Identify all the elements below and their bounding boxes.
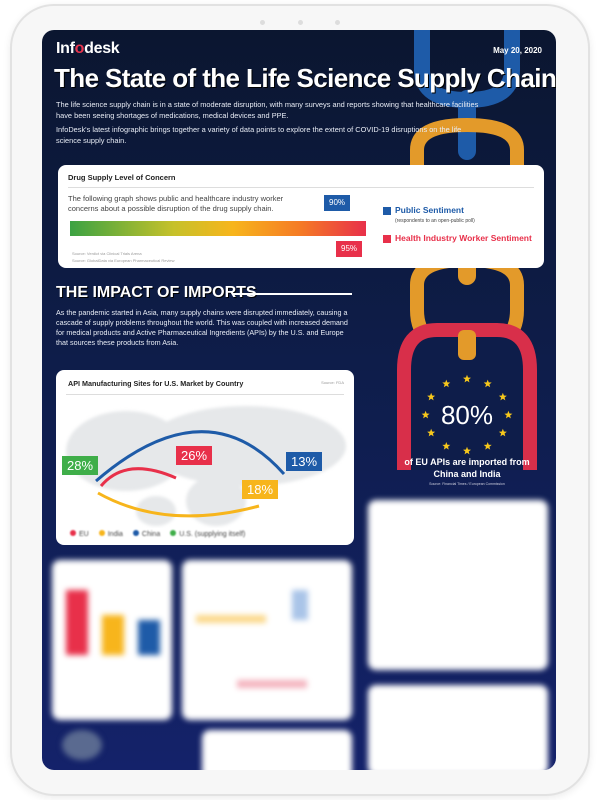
chain-graphic bbox=[397, 30, 537, 470]
eu-api-stat: 80% of EU APIs are imported from China a… bbox=[397, 368, 537, 498]
eu-stat-value: 80% bbox=[440, 400, 494, 430]
divider bbox=[232, 293, 352, 295]
worker-sentiment-value: 95% bbox=[336, 241, 363, 257]
legend-public-sub: (respondents to an open-public poll) bbox=[395, 218, 475, 224]
card-description: The following graph shows public and hea… bbox=[68, 194, 284, 213]
us-percent: 28% bbox=[62, 456, 99, 475]
eu-star-icon bbox=[463, 374, 471, 383]
world-map-arrows bbox=[66, 406, 346, 526]
map-legend: EU India China U.S. (supplying itself) bbox=[70, 530, 245, 539]
page-title: The State of the Life Science Supply Cha… bbox=[54, 63, 556, 93]
intro-text: The life science supply chain is in a st… bbox=[56, 100, 479, 145]
eu-star-icon bbox=[427, 428, 436, 437]
card-title: API Manufacturing Sites for U.S. Market … bbox=[68, 379, 244, 388]
eu-star-icon bbox=[483, 441, 492, 450]
eu-star-icon bbox=[442, 379, 451, 388]
eu-star-icon bbox=[421, 410, 430, 419]
drug-supply-concern-card: Drug Supply Level of Concern The followi… bbox=[58, 165, 544, 268]
eu-star-icon bbox=[483, 379, 492, 388]
public-sentiment-value: 90% bbox=[324, 195, 351, 211]
china-percent: 13% bbox=[286, 452, 323, 471]
section-heading: THE IMPACT OF IMPORTS bbox=[56, 284, 257, 301]
eu-star-icon bbox=[504, 410, 513, 419]
eu-star-icon bbox=[463, 446, 471, 455]
india-percent: 18% bbox=[242, 480, 279, 499]
tablet-screen: Infodesk May 20, 2020 The State of the L… bbox=[42, 30, 556, 770]
eu-star-icon bbox=[442, 441, 451, 450]
imports-text: As the pandemic started in Asia, many su… bbox=[56, 308, 348, 347]
infodesk-logo: Infodesk bbox=[56, 40, 120, 57]
eu-stat-text: of EU APIs are imported from China and I… bbox=[404, 457, 530, 479]
concern-gradient-bar bbox=[70, 221, 366, 236]
date: May 20, 2020 bbox=[493, 46, 542, 55]
source-note: Source: Financial Times / European Commi… bbox=[429, 482, 505, 486]
source-note: Source: FDA bbox=[321, 380, 344, 385]
source-note: Source: GlobalData via European Pharmace… bbox=[72, 258, 175, 263]
eu-star-icon bbox=[498, 428, 507, 437]
source-note: Source: Verdict via Clinical Trials Aren… bbox=[72, 251, 142, 256]
card-title: Drug Supply Level of Concern bbox=[68, 173, 176, 182]
eu-stars-icon bbox=[421, 374, 513, 455]
legend-public: Public Sentiment bbox=[383, 205, 464, 216]
eu-percent: 26% bbox=[176, 446, 213, 465]
camera-sensors bbox=[260, 20, 340, 26]
api-map-card: API Manufacturing Sites for U.S. Market … bbox=[56, 370, 354, 545]
legend-worker: Health Industry Worker Sentiment bbox=[383, 233, 532, 244]
eu-star-icon bbox=[427, 392, 436, 401]
eu-star-icon bbox=[498, 392, 507, 401]
